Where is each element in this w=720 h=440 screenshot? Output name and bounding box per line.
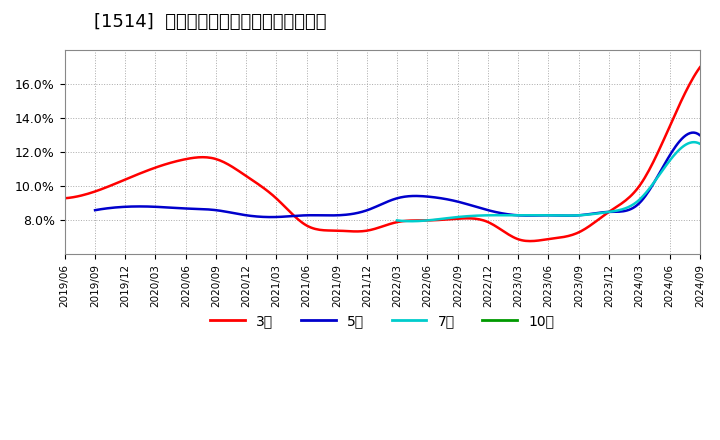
Text: [1514]  経常利益マージンの平均値の推移: [1514] 経常利益マージンの平均値の推移: [94, 13, 326, 31]
Legend: 3年, 5年, 7年, 10年: 3年, 5年, 7年, 10年: [204, 308, 560, 333]
